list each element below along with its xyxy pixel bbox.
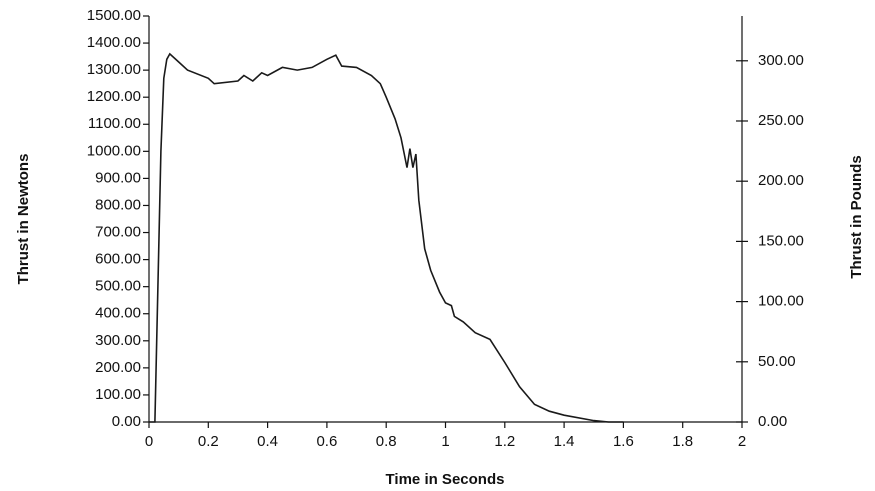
y-tick-label: 200.00 xyxy=(95,359,141,376)
y2-tick-label: 250.00 xyxy=(758,112,804,129)
x-tick-label: 0 xyxy=(145,433,153,450)
y2-tick-label: 50.00 xyxy=(758,353,796,370)
x-tick-label: 1.2 xyxy=(494,433,515,450)
y2-axis-title: Thrust in Pounds xyxy=(848,155,865,278)
y2-tick-label: 300.00 xyxy=(758,52,804,69)
y-tick-label: 100.00 xyxy=(95,386,141,403)
x-tick-label: 0.6 xyxy=(316,433,337,450)
x-tick-label: 2 xyxy=(738,433,746,450)
x-tick-label: 0.8 xyxy=(376,433,397,450)
x-axis-title: Time in Seconds xyxy=(386,471,505,488)
x-tick-label: 1 xyxy=(441,433,449,450)
y2-tick-label: 0.00 xyxy=(758,413,787,430)
y2-tick-label: 150.00 xyxy=(758,232,804,249)
y-tick-label: 900.00 xyxy=(95,169,141,186)
x-tick-label: 1.6 xyxy=(613,433,634,450)
x-tick-label: 0.4 xyxy=(257,433,278,450)
x-tick-label: 1.4 xyxy=(554,433,575,450)
y-tick-label: 500.00 xyxy=(95,278,141,295)
y-tick-label: 1400.00 xyxy=(87,34,141,51)
y2-tick-label: 200.00 xyxy=(758,172,804,189)
y-tick-label: 1500.00 xyxy=(87,7,141,24)
x-tick-label: 1.8 xyxy=(672,433,693,450)
y-tick-label: 600.00 xyxy=(95,251,141,268)
y-tick-label: 700.00 xyxy=(95,224,141,241)
x-tick-label: 0.2 xyxy=(198,433,219,450)
y-tick-label: 1200.00 xyxy=(87,88,141,105)
y-axis-title: Thrust in Newtons xyxy=(15,154,32,285)
y-tick-label: 300.00 xyxy=(95,332,141,349)
y-tick-label: 1000.00 xyxy=(87,142,141,159)
y2-tick-label: 100.00 xyxy=(758,293,804,310)
y-tick-label: 400.00 xyxy=(95,305,141,322)
thrust-line xyxy=(149,52,624,423)
y-tick-label: 800.00 xyxy=(95,196,141,213)
y-tick-label: 1300.00 xyxy=(87,61,141,78)
y-tick-label: 0.00 xyxy=(112,413,141,430)
y-tick-label: 1100.00 xyxy=(88,115,141,132)
